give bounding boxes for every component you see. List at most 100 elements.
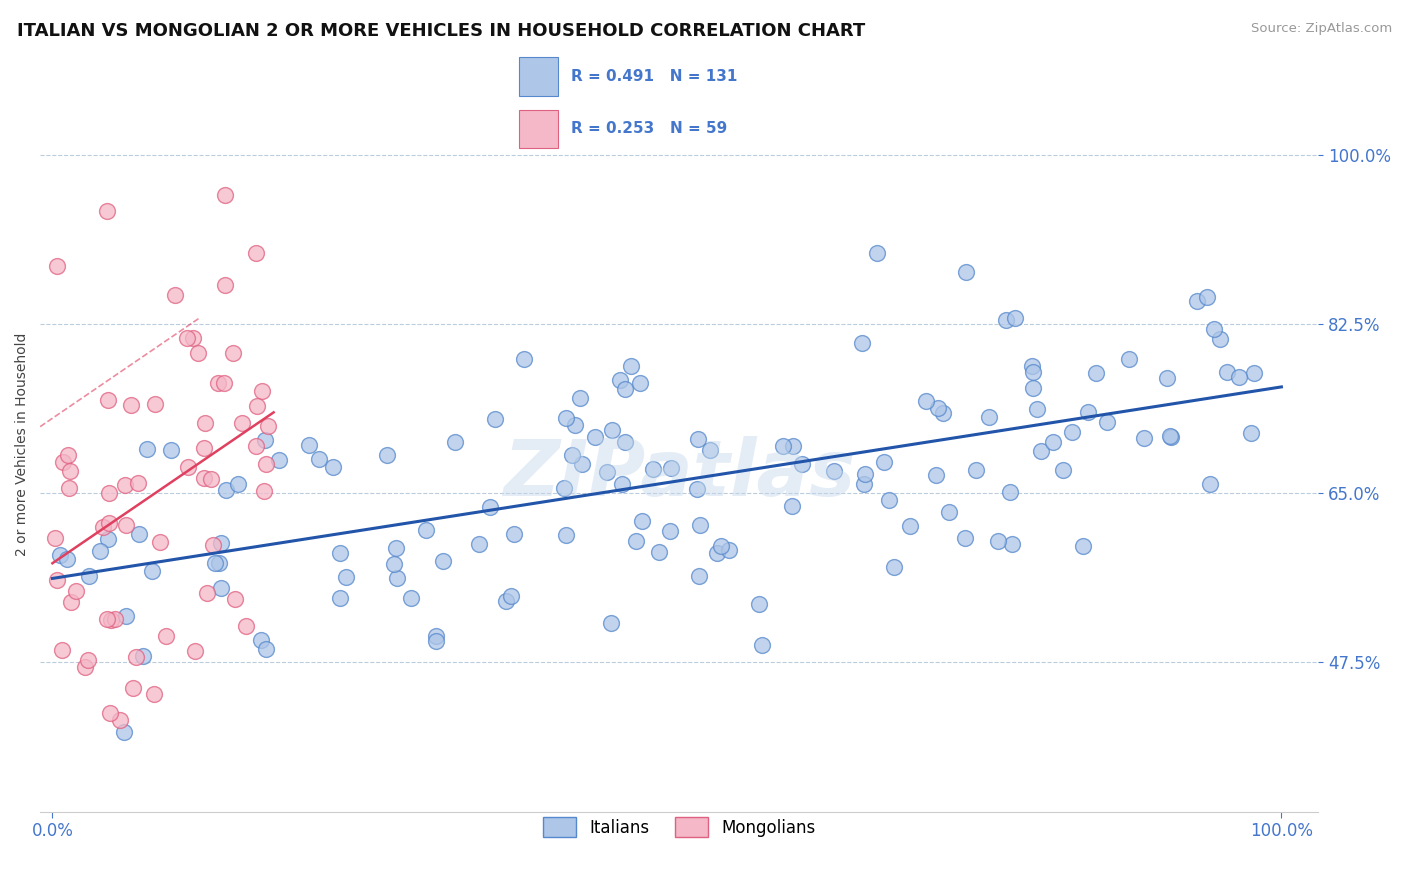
Point [628,376,651,390]
Point [97,393,120,408]
Point [751,638,773,652]
Point [97,533,120,547]
Point [45,260,67,274]
Point [254,457,277,471]
Point [513,351,536,366]
Point [195,586,218,600]
FancyBboxPatch shape [519,110,558,148]
Point [128,527,150,541]
Point [208,556,231,570]
Point [254,642,277,657]
Point [45,573,67,587]
Point [1031,443,1053,458]
Point [932,406,955,420]
Point [1159,429,1181,443]
Point [143,687,166,701]
Point [613,434,636,449]
Point [160,443,183,458]
Point [97,485,120,500]
Point [853,467,876,482]
Point [212,376,235,391]
Point [44,532,66,546]
Point [245,439,267,453]
Point [866,245,889,260]
Point [97,516,120,530]
Point [135,442,157,456]
Point [194,416,217,430]
Point [181,331,204,345]
Point [235,619,257,633]
Legend: Italians, Mongolians: Italians, Mongolians [536,810,823,844]
Point [1156,370,1178,384]
Point [927,401,949,416]
Point [689,518,711,533]
Point [177,459,200,474]
Point [96,203,118,218]
Point [100,613,122,627]
Point [995,313,1018,327]
Point [561,448,583,462]
Point [141,564,163,578]
Point [329,591,352,605]
Point [120,398,142,412]
Point [600,423,623,437]
Point [688,569,710,583]
Point [1004,311,1026,326]
Point [104,612,127,626]
Point [977,410,1000,425]
Point [221,346,243,360]
Point [108,713,131,727]
Point [200,472,222,486]
Point [1243,366,1265,380]
Point [209,581,232,595]
Point [647,545,669,559]
Point [215,483,238,498]
Point [204,556,226,570]
Point [686,482,709,496]
Point [59,464,82,478]
Text: R = 0.491   N = 131: R = 0.491 N = 131 [571,69,737,84]
Point [1216,365,1239,379]
Point [1085,366,1108,380]
Point [554,411,576,425]
Point [209,536,232,550]
Point [385,541,408,555]
Point [554,528,576,542]
Point [706,546,728,560]
Point [495,594,517,608]
Point [1052,463,1074,477]
Point [298,438,321,452]
Point [1077,405,1099,419]
Point [686,432,709,446]
Point [77,569,100,583]
Point [115,518,138,533]
Point [613,382,636,396]
Point [924,468,946,483]
Point [609,373,631,387]
Point [823,464,845,478]
Point [51,455,73,469]
Point [214,188,236,202]
Point [915,393,938,408]
Text: Source: ZipAtlas.com: Source: ZipAtlas.com [1251,22,1392,36]
Point [335,569,357,583]
Y-axis label: 2 or more Vehicles in Household: 2 or more Vehicles in Household [15,333,30,557]
Point [187,346,209,360]
Point [564,417,586,432]
Point [382,557,405,571]
Point [1199,476,1222,491]
Point [1022,381,1045,395]
Point [425,633,447,648]
Point [163,287,186,301]
Point [998,484,1021,499]
Point [193,470,215,484]
Point [1060,425,1083,439]
Point [193,442,215,456]
Point [699,442,721,457]
Point [1022,365,1045,379]
Point [883,560,905,574]
Point [1195,290,1218,304]
Point [953,532,976,546]
Point [60,595,83,609]
Point [1071,539,1094,553]
